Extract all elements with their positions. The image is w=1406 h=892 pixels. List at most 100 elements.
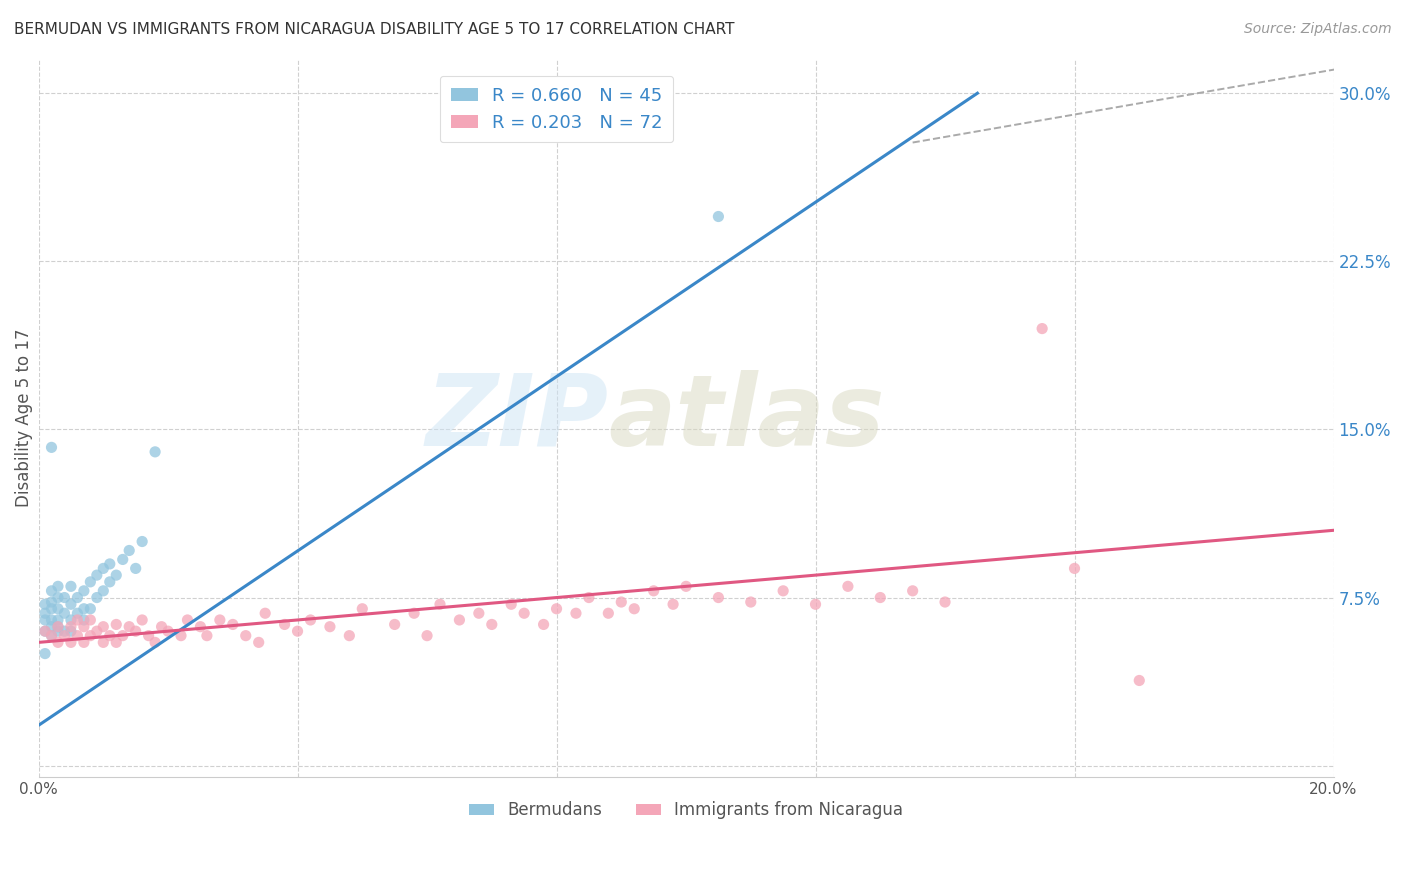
Point xyxy=(707,210,730,224)
Point xyxy=(46,601,69,615)
Point xyxy=(111,629,134,643)
Point xyxy=(73,635,96,649)
Point xyxy=(1031,321,1053,335)
Point xyxy=(41,441,63,455)
Point xyxy=(222,617,245,632)
Point xyxy=(481,617,503,632)
Point xyxy=(208,613,231,627)
Point xyxy=(34,613,56,627)
Point xyxy=(66,613,89,627)
Point xyxy=(105,568,128,582)
Point xyxy=(73,620,96,634)
Point xyxy=(91,583,114,598)
Point xyxy=(1128,673,1150,688)
Point xyxy=(513,606,536,620)
Point xyxy=(73,613,96,627)
Point xyxy=(73,583,96,598)
Point xyxy=(287,624,309,639)
Point xyxy=(105,617,128,632)
Point xyxy=(319,620,342,634)
Point xyxy=(41,613,63,627)
Point xyxy=(46,613,69,627)
Point xyxy=(533,617,555,632)
Point xyxy=(79,613,101,627)
Point xyxy=(98,629,121,643)
Point xyxy=(565,606,588,620)
Point xyxy=(53,624,76,639)
Point xyxy=(170,629,193,643)
Point xyxy=(41,595,63,609)
Point xyxy=(41,601,63,615)
Point xyxy=(98,557,121,571)
Point xyxy=(91,635,114,649)
Point xyxy=(46,591,69,605)
Point xyxy=(429,597,451,611)
Point xyxy=(740,595,762,609)
Point xyxy=(59,624,82,639)
Point xyxy=(416,629,439,643)
Point xyxy=(176,613,198,627)
Point xyxy=(105,635,128,649)
Point xyxy=(79,574,101,589)
Point xyxy=(59,597,82,611)
Point xyxy=(157,624,180,639)
Point xyxy=(404,606,426,620)
Point xyxy=(131,534,153,549)
Point xyxy=(804,597,827,611)
Text: BERMUDAN VS IMMIGRANTS FROM NICARAGUA DISABILITY AGE 5 TO 17 CORRELATION CHART: BERMUDAN VS IMMIGRANTS FROM NICARAGUA DI… xyxy=(14,22,734,37)
Point xyxy=(41,583,63,598)
Text: ZIP: ZIP xyxy=(426,369,609,467)
Point xyxy=(46,624,69,639)
Point xyxy=(91,620,114,634)
Point xyxy=(643,583,665,598)
Point xyxy=(59,579,82,593)
Point xyxy=(150,620,173,634)
Point xyxy=(79,629,101,643)
Point xyxy=(53,629,76,643)
Point xyxy=(384,617,406,632)
Point xyxy=(46,579,69,593)
Point xyxy=(934,595,956,609)
Point xyxy=(1063,561,1085,575)
Point xyxy=(59,635,82,649)
Point xyxy=(34,597,56,611)
Point xyxy=(190,620,212,634)
Point xyxy=(86,568,108,582)
Point xyxy=(254,606,277,620)
Point xyxy=(578,591,600,605)
Point xyxy=(66,606,89,620)
Point xyxy=(34,624,56,639)
Point xyxy=(235,629,257,643)
Point xyxy=(98,574,121,589)
Point xyxy=(337,629,360,643)
Point xyxy=(675,579,697,593)
Point xyxy=(501,597,523,611)
Point xyxy=(124,624,146,639)
Legend: Bermudans, Immigrants from Nicaragua: Bermudans, Immigrants from Nicaragua xyxy=(463,795,910,826)
Point xyxy=(352,601,374,615)
Point xyxy=(86,591,108,605)
Point xyxy=(143,635,166,649)
Point xyxy=(91,561,114,575)
Point xyxy=(449,613,471,627)
Point xyxy=(53,606,76,620)
Point xyxy=(41,620,63,634)
Point xyxy=(468,606,491,620)
Point xyxy=(34,606,56,620)
Point xyxy=(118,620,141,634)
Point xyxy=(143,445,166,459)
Point xyxy=(707,591,730,605)
Point xyxy=(66,629,89,643)
Point xyxy=(34,624,56,639)
Y-axis label: Disability Age 5 to 17: Disability Age 5 to 17 xyxy=(15,329,32,508)
Point xyxy=(53,591,76,605)
Point xyxy=(59,613,82,627)
Point xyxy=(247,635,270,649)
Point xyxy=(662,597,685,611)
Point xyxy=(124,561,146,575)
Point xyxy=(79,601,101,615)
Point xyxy=(34,647,56,661)
Point xyxy=(46,620,69,634)
Point xyxy=(46,635,69,649)
Point xyxy=(131,613,153,627)
